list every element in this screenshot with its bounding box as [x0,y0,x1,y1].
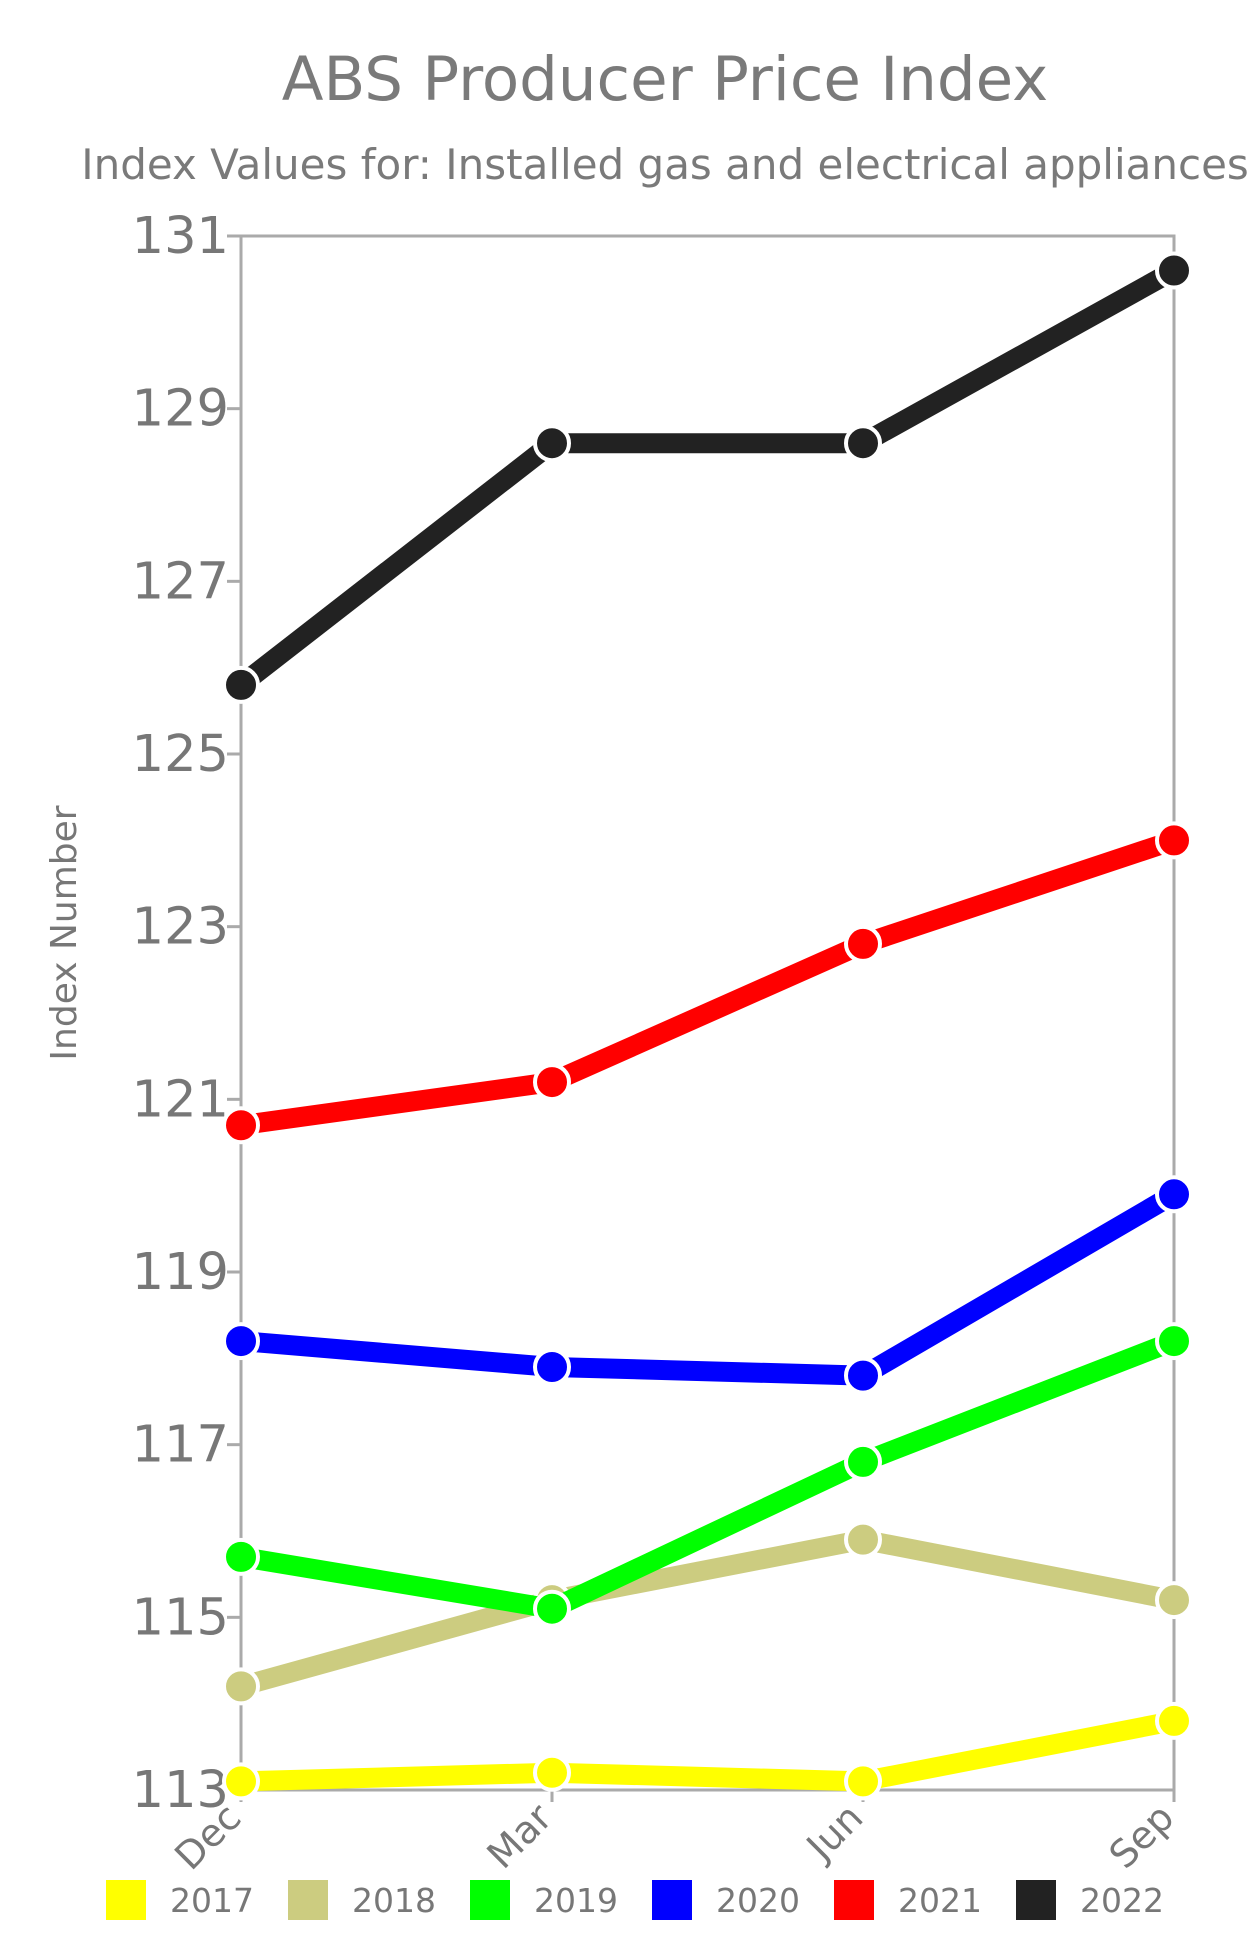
legend-swatch-2018 [288,1880,328,1920]
series-line-2020 [231,1184,1184,1386]
x-tick-label: Jun [797,1795,872,1870]
data-point-2018-Sep [1155,1581,1193,1620]
y-tick-label: 123 [132,898,229,957]
series-2018 [222,1520,1193,1706]
y-tick-label: 131 [132,207,229,266]
series-line-2018 [231,1529,1184,1697]
data-point-2021-Jun [844,924,882,963]
legend-swatch-2017 [106,1880,146,1920]
x-tick-label: Sep [1101,1795,1183,1877]
data-point-2021-Sep [1155,821,1193,860]
data-point-2022-Jun [844,424,882,463]
y-tick-label: 121 [132,1070,229,1129]
y-tick-label: 127 [132,552,229,611]
legend-label-2022: 2022 [1080,1881,1164,1920]
legend: 2017 2018 2019 2020 2021 2022 [106,1880,1164,1920]
data-point-2020-Dec [222,1322,260,1361]
chart-subtitle: Index Values for: Installed gas and elec… [81,140,1249,189]
data-point-2022-Dec [222,665,260,704]
plot-area [239,234,1176,1792]
data-point-2019-Sep [1155,1322,1193,1361]
series-line-2019 [231,1331,1184,1619]
data-point-2020-Sep [1155,1175,1193,1214]
legend-swatch-2022 [1016,1880,1056,1920]
legend-swatch-2019 [470,1880,510,1920]
data-point-2017-Sep [1155,1701,1193,1740]
data-point-2017-Dec [222,1762,260,1801]
y-tick-label: 125 [132,725,229,784]
data-point-2019-Dec [222,1537,260,1576]
series-2019 [222,1322,1193,1628]
data-point-2022-Sep [1155,251,1193,290]
y-tick-label: 117 [132,1416,229,1475]
data-point-2017-Mar [533,1753,571,1792]
x-tick-label: Mar [479,1795,561,1877]
y-tick-label: 119 [132,1243,229,1302]
series-line-2021 [231,830,1184,1136]
series-2021 [222,821,1193,1145]
series-line-2022 [231,260,1184,695]
data-point-2019-Mar [533,1589,571,1628]
legend-label-2018: 2018 [352,1881,436,1920]
data-point-2022-Mar [533,424,571,463]
legend-label-2019: 2019 [534,1881,618,1920]
y-tick-label: 115 [132,1588,229,1647]
legend-label-2021: 2021 [898,1881,982,1920]
series-2017 [222,1701,1193,1801]
series-line-2017 [231,1710,1184,1792]
data-point-2021-Dec [222,1106,260,1145]
data-point-2019-Jun [844,1442,882,1481]
series-2022 [222,251,1193,704]
data-point-2017-Jun [844,1762,882,1801]
legend-swatch-2020 [652,1880,692,1920]
y-axis-title: Index Number [44,805,85,1060]
legend-label-2017: 2017 [170,1881,254,1920]
data-point-2018-Dec [222,1667,260,1706]
y-tick-label: 113 [132,1761,229,1820]
data-point-2020-Jun [844,1356,882,1395]
legend-label-2020: 2020 [716,1881,800,1920]
y-tick-label: 129 [132,380,229,439]
series-2020 [222,1175,1193,1395]
legend-swatch-2021 [834,1880,874,1920]
data-point-2020-Mar [533,1347,571,1386]
data-point-2021-Mar [533,1063,571,1102]
chart-title: ABS Producer Price Index [281,44,1049,115]
data-point-2018-Jun [844,1520,882,1559]
